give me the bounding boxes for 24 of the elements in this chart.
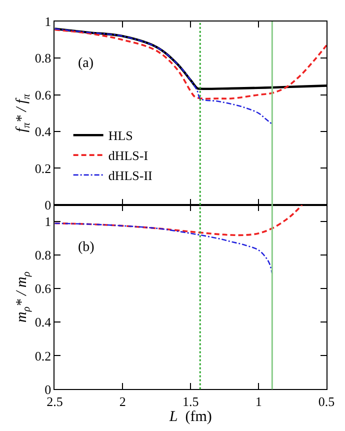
legend-label: dHLS-II — [108, 168, 152, 184]
x-tick-label: 2 — [119, 394, 126, 409]
x-tick-label: 1.5 — [182, 394, 199, 409]
y-tick-label: 0 — [44, 197, 52, 212]
line-series — [54, 222, 273, 274]
y-tick-label: 1 — [44, 214, 52, 230]
y-tick-label: 0.8 — [34, 248, 52, 263]
y-tick-label: 0.6 — [34, 281, 52, 296]
legend-label: HLS — [108, 128, 133, 144]
legend-label: dHLS-I — [108, 148, 148, 164]
line-series — [54, 204, 303, 236]
y-tick-label: 0.6 — [34, 87, 52, 102]
line-series — [54, 28, 273, 125]
y-tick-label: 0.4 — [34, 124, 52, 140]
x-tick-label: 0.5 — [318, 394, 335, 409]
annotation: (b) — [78, 240, 95, 255]
y-tick-label: 0.4 — [34, 314, 52, 330]
y-tick-label: 0.8 — [34, 50, 52, 66]
x-tick-label: 1 — [255, 394, 262, 409]
y-tick-label: 0.2 — [34, 160, 52, 176]
y-tick-label: 0.2 — [34, 348, 52, 364]
annotation: (a) — [78, 56, 94, 71]
x-axis-title: L (fm) — [168, 408, 212, 425]
y-tick-label: 1 — [44, 14, 52, 30]
